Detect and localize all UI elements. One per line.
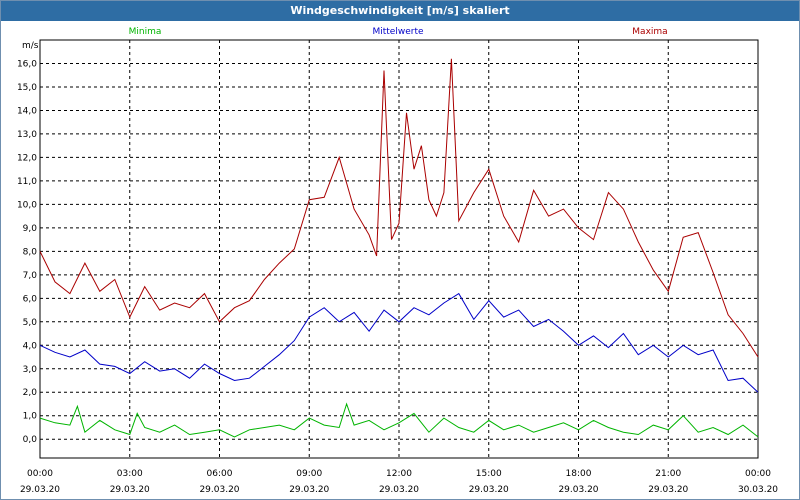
- y-axis-label: m/s: [22, 41, 39, 51]
- legend-entry-mittelwerte: Mittelwerte: [372, 27, 423, 37]
- y-tick-label: 3,0: [23, 365, 38, 375]
- window-title: Windgeschwindigkeit [m/s] skaliert: [1, 1, 799, 21]
- y-tick-label: 14,0: [17, 106, 37, 116]
- x-tick-date: 29.03.20: [379, 485, 419, 495]
- y-tick-label: 10,0: [17, 200, 37, 210]
- y-tick-label: 8,0: [23, 247, 38, 257]
- x-tick-time: 00:00: [27, 469, 53, 479]
- x-tick-time: 15:00: [476, 469, 502, 479]
- y-tick-label: 0,0: [23, 435, 38, 445]
- y-tick-label: 16,0: [17, 59, 37, 69]
- x-tick-date: 29.03.20: [648, 485, 688, 495]
- y-tick-label: 2,0: [23, 388, 38, 398]
- x-tick-time: 18:00: [566, 469, 592, 479]
- x-tick-date: 29.03.20: [469, 485, 509, 495]
- legend: Minima Mittelwerte Maxima: [129, 27, 668, 37]
- series-line-minima: [39, 402, 759, 438]
- y-tick-label: 4,0: [23, 341, 38, 351]
- x-tick-date: 29.03.20: [558, 485, 598, 495]
- series-line-mittelwerte: [39, 292, 759, 393]
- series-line-maxima: [39, 58, 759, 358]
- grid: [40, 40, 758, 458]
- x-tick-date: 29.03.20: [289, 485, 329, 495]
- legend-entry-maxima: Maxima: [632, 27, 667, 37]
- y-tick-label: 12,0: [17, 153, 37, 163]
- x-axis-ticks: 00:00 29.03.20 03:00 29.03.20 06:00 29.03.20 0…: [20, 469, 778, 495]
- series-lines: [39, 58, 759, 438]
- x-tick-time: 00:00: [745, 469, 771, 479]
- y-tick-label: 5,0: [23, 318, 38, 328]
- x-tick-time: 03:00: [117, 469, 143, 479]
- x-tick-date: 30.03.20: [738, 485, 778, 495]
- y-tick-label: 7,0: [23, 271, 38, 281]
- y-axis-ticks: 0,0 1,0 2,0 3,0 4,0 5,0 6,0 7,0 8,0 9,0 10,0 11,0 12…: [17, 59, 37, 445]
- y-tick-label: 13,0: [17, 130, 37, 140]
- y-tick-label: 11,0: [17, 177, 37, 187]
- x-tick-time: 12:00: [386, 469, 412, 479]
- y-tick-label: 9,0: [23, 224, 38, 234]
- y-tick-label: 1,0: [23, 412, 38, 422]
- x-tick-date: 29.03.20: [199, 485, 239, 495]
- x-tick-date: 29.03.20: [110, 485, 150, 495]
- x-tick-date: 29.03.20: [20, 485, 60, 495]
- x-tick-time: 09:00: [296, 469, 322, 479]
- legend-entry-minima: Minima: [129, 27, 162, 37]
- x-tick-time: 06:00: [207, 469, 233, 479]
- y-tick-label: 15,0: [17, 83, 37, 93]
- y-tick-label: 6,0: [23, 294, 38, 304]
- x-tick-time: 21:00: [655, 469, 681, 479]
